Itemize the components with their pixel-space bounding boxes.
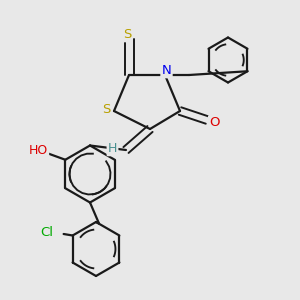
Text: O: O [209, 116, 220, 130]
Text: H: H [108, 142, 117, 155]
Text: S: S [123, 28, 132, 41]
Text: S: S [102, 103, 111, 116]
Text: HO: HO [29, 144, 48, 157]
Text: Cl: Cl [40, 226, 54, 239]
Text: N: N [162, 64, 171, 77]
